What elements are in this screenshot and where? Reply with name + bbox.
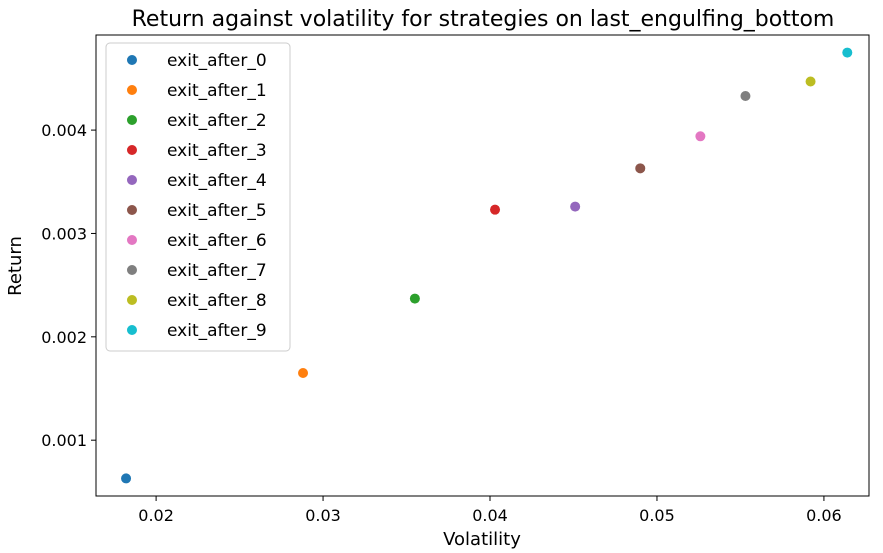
x-tick-label: 0.06 — [806, 506, 842, 525]
legend: exit_after_0 exit_after_1 exit_after_2exit… — [105, 42, 291, 352]
legend-marker — [127, 175, 137, 185]
data-point-exit-after-6 — [695, 131, 706, 142]
x-axis-label: Volatility — [443, 529, 521, 550]
x-tick-label: 0.04 — [472, 506, 508, 525]
legend-label: exit_after_3 — [167, 141, 267, 161]
y-tick-label: 0.003 — [41, 224, 87, 243]
data-point-exit-after-9 — [842, 47, 853, 58]
y-tick-label: 0.001 — [41, 431, 87, 450]
x-tick-label: 0.05 — [639, 506, 675, 525]
legend-label: exit_after_7 — [167, 261, 267, 281]
legend-label: exit_after_0 — [167, 51, 267, 71]
legend-marker — [127, 295, 137, 305]
data-point-exit-after-2 — [409, 293, 420, 304]
x-tick-label: 0.03 — [305, 506, 341, 525]
legend-marker — [127, 205, 137, 215]
legend-marker — [127, 115, 137, 125]
legend-marker — [127, 235, 137, 245]
y-tick-label: 0.004 — [41, 121, 87, 140]
legend-label: exit_after_9 — [167, 321, 267, 341]
data-point-exit-after-7 — [740, 90, 751, 101]
axes-frame — [95, 34, 870, 497]
legend-marker — [127, 55, 137, 65]
chart-title: Return against volatility for strategies… — [132, 7, 835, 32]
legend-label: exit_after_4 — [167, 171, 267, 191]
data-point-exit-after-8 — [805, 76, 816, 87]
y-axis-label: Return — [5, 236, 26, 296]
legend-label: exit_after_1 — [167, 81, 267, 101]
data-point-exit-after-3 — [490, 204, 501, 215]
x-tick-label: 0.02 — [138, 506, 174, 525]
legend-marker — [127, 85, 137, 95]
data-point-exit-after-4 — [570, 201, 581, 212]
legend-label: exit_after_8 — [167, 291, 267, 311]
legend-label: exit_after_2 — [167, 111, 267, 131]
legend-label: exit_after_5 — [167, 201, 267, 221]
legend-marker — [127, 325, 137, 335]
legend-label: exit_after_6 — [167, 231, 267, 251]
y-tick-label: 0.002 — [41, 328, 87, 347]
legend-marker — [127, 145, 137, 155]
data-point-exit-after-1 — [298, 367, 309, 378]
plot-area: 0.02 0.03 0.04 0.05 0.06 0.001 0.002 0.003 0.004 — [41, 34, 870, 525]
legend-box — [105, 42, 291, 352]
legend-marker — [127, 265, 137, 275]
data-point-exit-after-0 — [121, 473, 132, 484]
data-point-exit-after-5 — [635, 163, 646, 174]
